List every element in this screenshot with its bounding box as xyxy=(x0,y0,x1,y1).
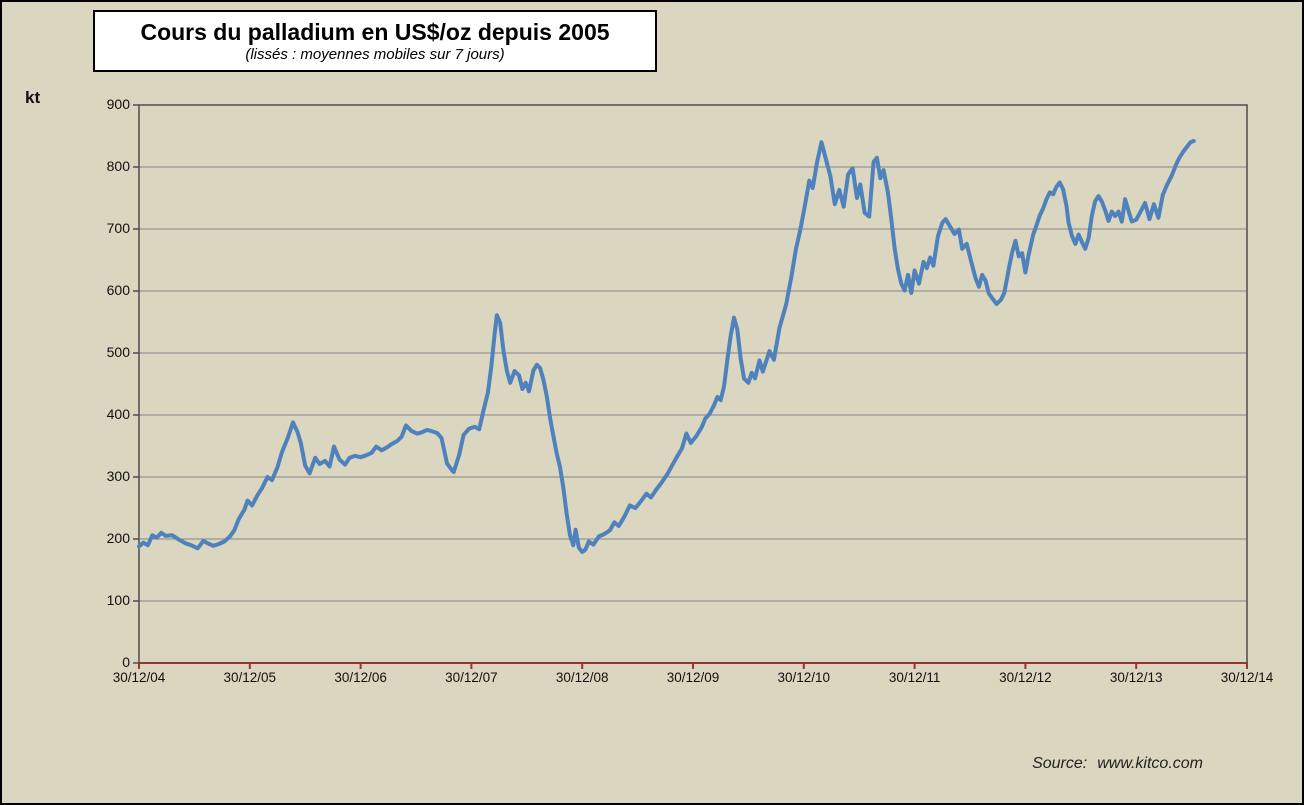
source-credit: Source: www.kitco.com xyxy=(1032,755,1203,773)
chart-subtitle: (lissés : moyennes mobiles sur 7 jours) xyxy=(245,46,505,63)
x-tick-label: 30/12/06 xyxy=(334,670,387,685)
y-tick-label: 100 xyxy=(106,592,130,608)
y-axis-unit-label: kt xyxy=(25,88,41,107)
x-tick-label: 30/12/04 xyxy=(112,670,166,685)
price-line xyxy=(137,139,1196,554)
x-tick-label: 30/12/13 xyxy=(1109,670,1163,685)
x-tick-label: 30/12/14 xyxy=(1220,670,1274,685)
plot-border xyxy=(138,104,1248,663)
y-tick-label: 900 xyxy=(106,96,130,112)
y-tick-label: 300 xyxy=(106,468,130,484)
y-tick-label: 400 xyxy=(106,406,130,422)
x-tick-label: 30/12/08 xyxy=(555,670,609,685)
chart-title-box: Cours du palladium en US$/oz depuis 2005… xyxy=(93,10,657,72)
y-tick-label: 500 xyxy=(106,344,130,360)
source-url: www.kitco.com xyxy=(1097,755,1203,772)
y-tick-label: 200 xyxy=(106,530,130,546)
x-tick-label: 30/12/10 xyxy=(777,670,831,685)
x-tick-label: 30/12/09 xyxy=(666,670,720,685)
x-tick-label: 30/12/11 xyxy=(888,670,941,685)
source-label: Source: xyxy=(1032,755,1088,772)
y-tick-label: 0 xyxy=(122,654,130,670)
x-tick-label: 30/12/12 xyxy=(999,670,1052,685)
y-tick-label: 600 xyxy=(106,282,130,298)
chart-title: Cours du palladium en US$/oz depuis 2005 xyxy=(140,19,610,45)
x-tick-label: 30/12/07 xyxy=(445,670,498,685)
y-tick-label: 700 xyxy=(106,220,130,236)
y-tick-label: 800 xyxy=(106,158,130,174)
x-tick-label: 30/12/05 xyxy=(223,670,277,685)
